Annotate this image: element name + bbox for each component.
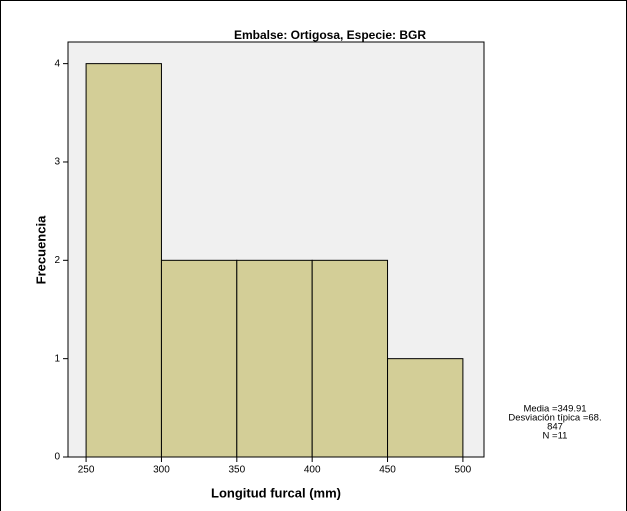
x-axis-label: Longitud furcal (mm) [211, 485, 341, 500]
y-tick-label: 0 [54, 452, 60, 463]
x-tick-label: 500 [455, 465, 472, 476]
bar [387, 358, 464, 458]
x-tick-label: 400 [304, 465, 321, 476]
y-axis-label: Frecuencia [33, 215, 48, 284]
bar [236, 259, 313, 458]
x-tick-label: 450 [379, 465, 396, 476]
bar [85, 63, 162, 458]
y-tick-label: 2 [54, 255, 60, 266]
stats-annotation: Media =349.91 [523, 404, 586, 415]
y-tick-label: 1 [54, 353, 60, 364]
x-tick-label: 350 [228, 465, 245, 476]
bar [311, 259, 389, 458]
y-tick-label: 3 [54, 157, 60, 168]
y-tick-label: 4 [54, 58, 60, 69]
stats-annotation: N =11 [543, 431, 568, 442]
chart-title: Embalse: Ortigosa, Especie: BGR [234, 28, 426, 42]
x-tick-label: 250 [78, 465, 95, 476]
stats-annotation: Desviación típica =68. [508, 413, 601, 424]
x-tick-label: 300 [153, 465, 170, 476]
bar [160, 259, 238, 458]
stats-annotation: 847 [547, 422, 563, 433]
